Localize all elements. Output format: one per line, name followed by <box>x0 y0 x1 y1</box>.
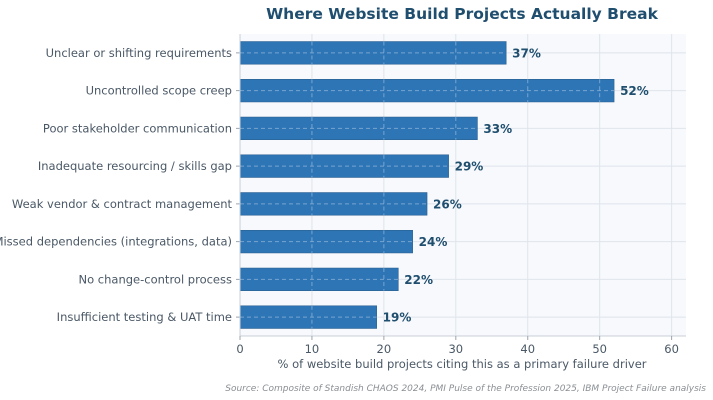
category-label: Uncontrolled scope creep <box>86 84 232 98</box>
bar-value-label: 29% <box>455 160 484 174</box>
category-label: No change-control process <box>79 272 232 286</box>
category-label: Insufficient testing & UAT time <box>57 310 232 324</box>
bar-value-label: 33% <box>483 122 512 136</box>
bar-value-label: 19% <box>383 311 412 325</box>
x-tick-label: 0 <box>236 342 243 356</box>
grid-overlay <box>240 41 615 329</box>
chart-title: Where Website Build Projects Actually Br… <box>266 5 659 23</box>
category-label: Unclear or shifting requirements <box>46 46 232 60</box>
x-tick-label: 30 <box>448 342 463 356</box>
x-tick-label: 40 <box>520 342 535 356</box>
x-axis: 0 10 20 30 40 50 60 <box>236 34 686 356</box>
bar-value-label: 22% <box>404 273 433 287</box>
x-tick-label: 60 <box>664 342 679 356</box>
source-note: Source: Composite of Standish CHAOS 2024… <box>225 384 706 394</box>
x-tick-label: 10 <box>305 342 320 356</box>
x-axis-label: % of website build projects citing this … <box>278 357 647 371</box>
bar <box>239 305 377 329</box>
category-label: Inadequate resourcing / skills gap <box>38 159 232 173</box>
bar-value-label: 52% <box>620 84 649 98</box>
bar-value-label: 24% <box>419 235 448 249</box>
bar-value-label: 26% <box>433 197 462 211</box>
category-label: Poor stakeholder communication <box>43 121 232 135</box>
x-tick-label: 50 <box>592 342 607 356</box>
category-label: Missed dependencies (integrations, data) <box>0 235 232 249</box>
category-label: Weak vendor & contract management <box>12 197 233 211</box>
x-tick-label: 20 <box>377 342 392 356</box>
bar-value-label: 37% <box>512 46 541 60</box>
labels: 37% Unclear or shifting requirements 52% Un… <box>0 46 649 325</box>
